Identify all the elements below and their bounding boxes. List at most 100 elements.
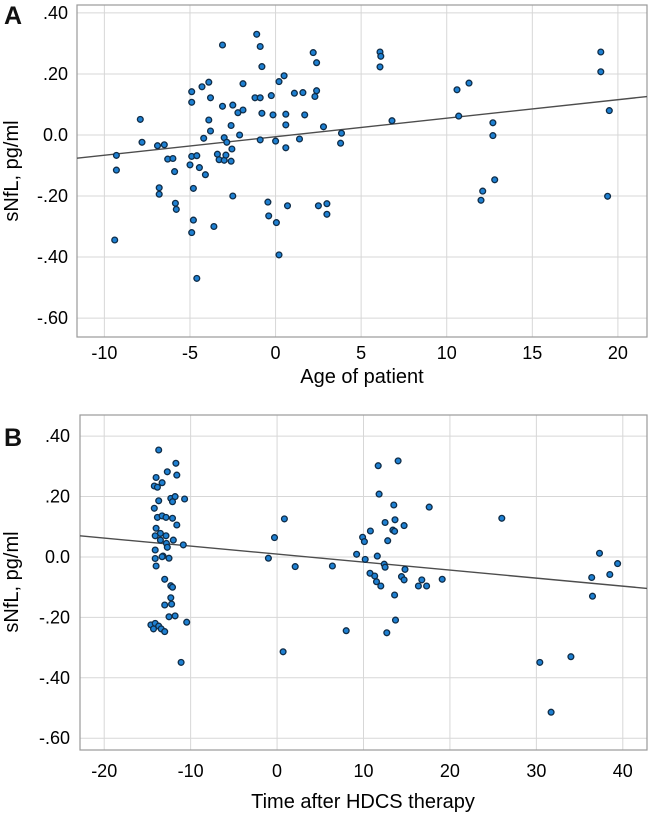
data-point [342, 627, 350, 635]
x-tick-label: -5 [182, 343, 198, 363]
data-point [491, 176, 499, 184]
y-tick-label: -.60 [37, 308, 68, 328]
x-tick-label: 5 [356, 343, 366, 363]
data-point [186, 161, 194, 169]
data-point [301, 111, 309, 119]
data-point [229, 192, 237, 200]
plot-frame [79, 414, 648, 751]
panel-b-scatter-plot: -20 -10 0 10 20 30 40 .40 .20 0.0 -.20 -.40 -.60 [39, 414, 648, 781]
data-point [381, 563, 389, 571]
data-point [183, 618, 191, 626]
data-point [394, 457, 402, 465]
data-point [282, 110, 290, 118]
data-point [270, 534, 279, 542]
data-point [163, 543, 171, 551]
data-point [275, 78, 283, 86]
data-point [150, 504, 158, 512]
data-point [272, 137, 280, 145]
data-point [168, 514, 177, 522]
data-point [236, 131, 244, 139]
data-point [171, 612, 179, 620]
data-point [400, 576, 408, 584]
data-point [153, 483, 161, 491]
panel-a-scatter-plot: -10 -5 0 5 10 15 20 .40 .20 0.0 -.20 -.40 -.60 [37, 3, 648, 363]
x-tick-label: 10 [353, 761, 373, 781]
data-point [200, 134, 208, 142]
x-tick-label: -10 [178, 761, 204, 781]
y-tick-label: -.20 [39, 607, 70, 627]
data-point [605, 107, 613, 115]
data-point [264, 198, 272, 206]
data-point [239, 80, 247, 88]
x-tick-label: -20 [91, 761, 117, 781]
data-point [227, 157, 235, 165]
data-point [313, 59, 321, 67]
trend-line [76, 95, 648, 159]
data-point [152, 473, 160, 482]
data-point [160, 141, 168, 149]
data-point [155, 184, 163, 192]
data-point [168, 600, 176, 608]
data-point [198, 83, 206, 91]
data-point [547, 708, 555, 716]
data-point [173, 471, 181, 479]
data-point [149, 625, 158, 633]
data-point [595, 549, 604, 557]
data-point [366, 527, 374, 535]
data-point [227, 121, 235, 130]
data-point [155, 497, 163, 505]
data-point [138, 138, 146, 146]
data-point [193, 274, 201, 282]
panel-a-x-axis-title: Age of patient [300, 366, 424, 388]
data-point [614, 560, 622, 568]
panel-b-x-axis-title: Time after HDCS therapy [251, 791, 475, 813]
y-tick-label: -.40 [39, 668, 70, 688]
data-point [280, 515, 288, 523]
data-point [391, 527, 399, 535]
data-point [401, 565, 409, 573]
data-point [229, 101, 237, 109]
data-point [353, 550, 361, 558]
x-tick-label: 20 [608, 343, 628, 363]
data-point [328, 562, 336, 570]
data-point [218, 102, 227, 110]
data-point [258, 63, 266, 71]
y-tick-label: 0.0 [43, 125, 68, 145]
y-tick-label: -.40 [37, 247, 68, 267]
data-point [314, 202, 322, 210]
x-tick-label: 0 [272, 761, 282, 781]
data-point [256, 136, 264, 144]
data-point [604, 192, 612, 200]
data-point [206, 127, 215, 135]
data-point [188, 88, 196, 96]
data-point [265, 212, 273, 220]
data-point [136, 115, 144, 123]
x-tick-label: 0 [271, 343, 281, 363]
y-tick-label: -.60 [39, 728, 70, 748]
data-point [373, 552, 381, 560]
data-point [195, 164, 203, 172]
panel-b-letter: B [4, 424, 23, 452]
data-point [206, 94, 215, 102]
x-tick-label: 15 [522, 343, 542, 363]
y-tick-label: -.20 [37, 186, 68, 206]
data-point [374, 462, 382, 470]
data-point [313, 87, 321, 95]
y-tick-label: .40 [43, 3, 68, 23]
data-point [489, 132, 497, 140]
data-point [360, 538, 368, 546]
data-point [188, 98, 196, 106]
data-point [205, 116, 213, 124]
data-point [256, 94, 264, 102]
y-tick-label: 0.0 [45, 547, 70, 567]
x-tick-label: 40 [613, 761, 633, 781]
data-point [253, 30, 261, 38]
data-point [169, 154, 177, 163]
data-point [162, 513, 170, 521]
data-point [323, 200, 331, 208]
data-point [588, 592, 597, 600]
data-point [152, 524, 160, 532]
data-point [267, 92, 275, 100]
data-point [112, 166, 120, 174]
data-point [489, 119, 497, 127]
